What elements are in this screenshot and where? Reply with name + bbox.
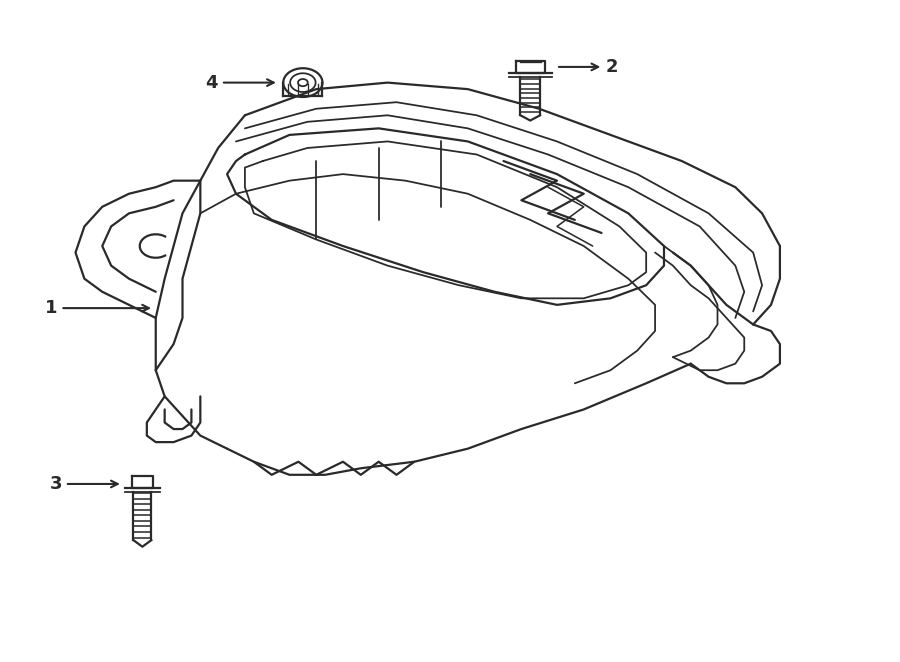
Text: 1: 1 [45, 299, 148, 317]
Text: 4: 4 [206, 73, 274, 91]
Text: 3: 3 [50, 475, 118, 493]
Text: 2: 2 [559, 58, 618, 76]
